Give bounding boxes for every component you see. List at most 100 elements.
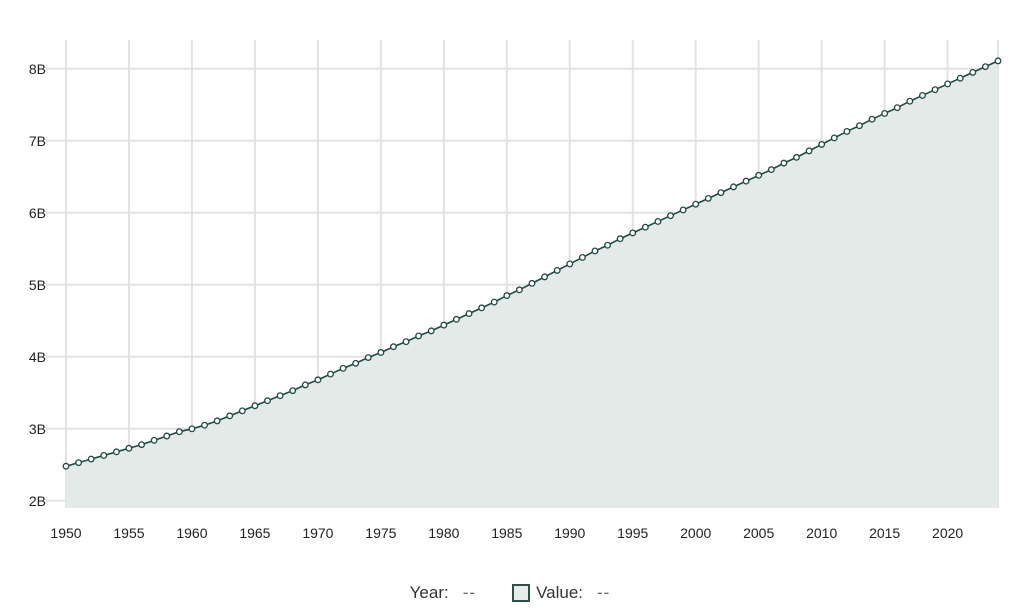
data-point[interactable] <box>440 321 448 329</box>
data-point[interactable] <box>339 364 347 372</box>
x-tick-label: 1950 <box>50 525 81 541</box>
data-point[interactable] <box>301 381 309 389</box>
data-point[interactable] <box>390 343 397 351</box>
data-point[interactable] <box>780 159 788 167</box>
data-point[interactable] <box>201 421 208 429</box>
legend-value: Value: -- <box>512 583 610 603</box>
data-point[interactable] <box>969 68 977 76</box>
data-point[interactable] <box>667 212 674 220</box>
data-point[interactable] <box>528 279 536 287</box>
data-point[interactable] <box>767 166 775 174</box>
data-point[interactable] <box>944 80 952 88</box>
data-point[interactable] <box>717 189 725 197</box>
data-point[interactable] <box>755 171 763 179</box>
data-point[interactable] <box>87 455 95 463</box>
data-point[interactable] <box>100 451 108 459</box>
data-point[interactable] <box>956 74 964 82</box>
y-tick-label: 4B <box>29 349 46 365</box>
data-point[interactable] <box>226 412 234 420</box>
y-axis: 2B 3B 4B 5B 6B 7B 8B <box>29 61 46 509</box>
data-point[interactable] <box>490 298 498 306</box>
data-point[interactable] <box>452 315 460 323</box>
data-point[interactable] <box>75 459 83 467</box>
data-point[interactable] <box>352 359 360 367</box>
x-tick-label: 1955 <box>113 525 144 541</box>
data-point[interactable] <box>188 425 196 433</box>
data-point[interactable] <box>830 134 838 142</box>
data-point[interactable] <box>402 338 410 346</box>
data-point[interactable] <box>138 441 146 449</box>
data-point[interactable] <box>314 376 322 384</box>
data-point[interactable] <box>818 140 826 148</box>
series-swatch-icon <box>512 584 531 602</box>
series-points[interactable] <box>62 57 1002 470</box>
x-tick-label: 1985 <box>491 525 522 541</box>
data-point[interactable] <box>238 407 246 415</box>
x-tick-label: 1980 <box>428 525 459 541</box>
data-point[interactable] <box>213 417 221 425</box>
data-point[interactable] <box>931 86 939 94</box>
data-point[interactable] <box>478 304 486 312</box>
x-tick-label: 2015 <box>869 525 900 541</box>
data-point[interactable] <box>264 397 271 405</box>
data-point[interactable] <box>994 57 1002 65</box>
data-point[interactable] <box>327 370 334 378</box>
data-point[interactable] <box>289 387 297 395</box>
x-tick-label: 1970 <box>302 525 333 541</box>
data-point[interactable] <box>377 349 385 356</box>
data-point[interactable] <box>604 241 612 249</box>
data-point[interactable] <box>591 247 599 255</box>
data-point[interactable] <box>415 332 423 340</box>
data-point[interactable] <box>893 104 901 112</box>
x-tick-label: 2020 <box>932 525 963 541</box>
data-point[interactable] <box>163 432 171 440</box>
x-tick-label: 1990 <box>554 525 585 541</box>
legend-year-value: -- <box>462 583 477 602</box>
legend-year-label: Year: <box>409 583 449 602</box>
x-tick-label: 1965 <box>239 525 270 541</box>
data-point[interactable] <box>856 122 863 130</box>
data-point[interactable] <box>918 91 926 99</box>
data-point[interactable] <box>692 200 700 208</box>
data-point[interactable] <box>805 147 813 155</box>
data-point[interactable] <box>515 286 523 294</box>
data-point[interactable] <box>843 127 851 135</box>
data-point[interactable] <box>868 115 876 123</box>
data-point[interactable] <box>175 428 183 436</box>
x-tick-label: 2005 <box>743 525 774 541</box>
data-point[interactable] <box>616 235 624 243</box>
data-point[interactable] <box>465 310 473 318</box>
data-point[interactable] <box>150 436 158 444</box>
data-point[interactable] <box>566 260 574 268</box>
data-point[interactable] <box>541 273 549 281</box>
data-point[interactable] <box>641 223 649 231</box>
x-tick-label: 1960 <box>176 525 207 541</box>
x-tick-label: 1995 <box>617 525 648 541</box>
legend-value-value: -- <box>597 583 611 602</box>
data-point[interactable] <box>125 444 133 452</box>
data-point[interactable] <box>578 253 586 261</box>
data-point[interactable] <box>742 177 750 185</box>
data-point[interactable] <box>654 217 662 225</box>
data-point[interactable] <box>112 448 120 456</box>
data-point[interactable] <box>251 402 259 410</box>
data-point[interactable] <box>427 327 435 335</box>
data-point[interactable] <box>629 229 637 237</box>
y-tick-label: 5B <box>29 277 46 293</box>
data-point[interactable] <box>906 97 914 105</box>
y-tick-label: 2B <box>29 493 46 509</box>
data-point[interactable] <box>364 354 372 361</box>
tooltip-legend: Year: -- Value: -- <box>0 578 1020 608</box>
data-point[interactable] <box>793 153 800 161</box>
data-point[interactable] <box>730 183 737 191</box>
y-tick-label: 3B <box>29 421 46 437</box>
data-point[interactable] <box>704 194 712 202</box>
data-point[interactable] <box>981 63 989 71</box>
data-point[interactable] <box>679 206 687 214</box>
data-point[interactable] <box>881 109 889 117</box>
data-point[interactable] <box>276 392 284 400</box>
data-point[interactable] <box>62 462 70 470</box>
data-point[interactable] <box>553 266 561 274</box>
data-point[interactable] <box>503 292 511 300</box>
